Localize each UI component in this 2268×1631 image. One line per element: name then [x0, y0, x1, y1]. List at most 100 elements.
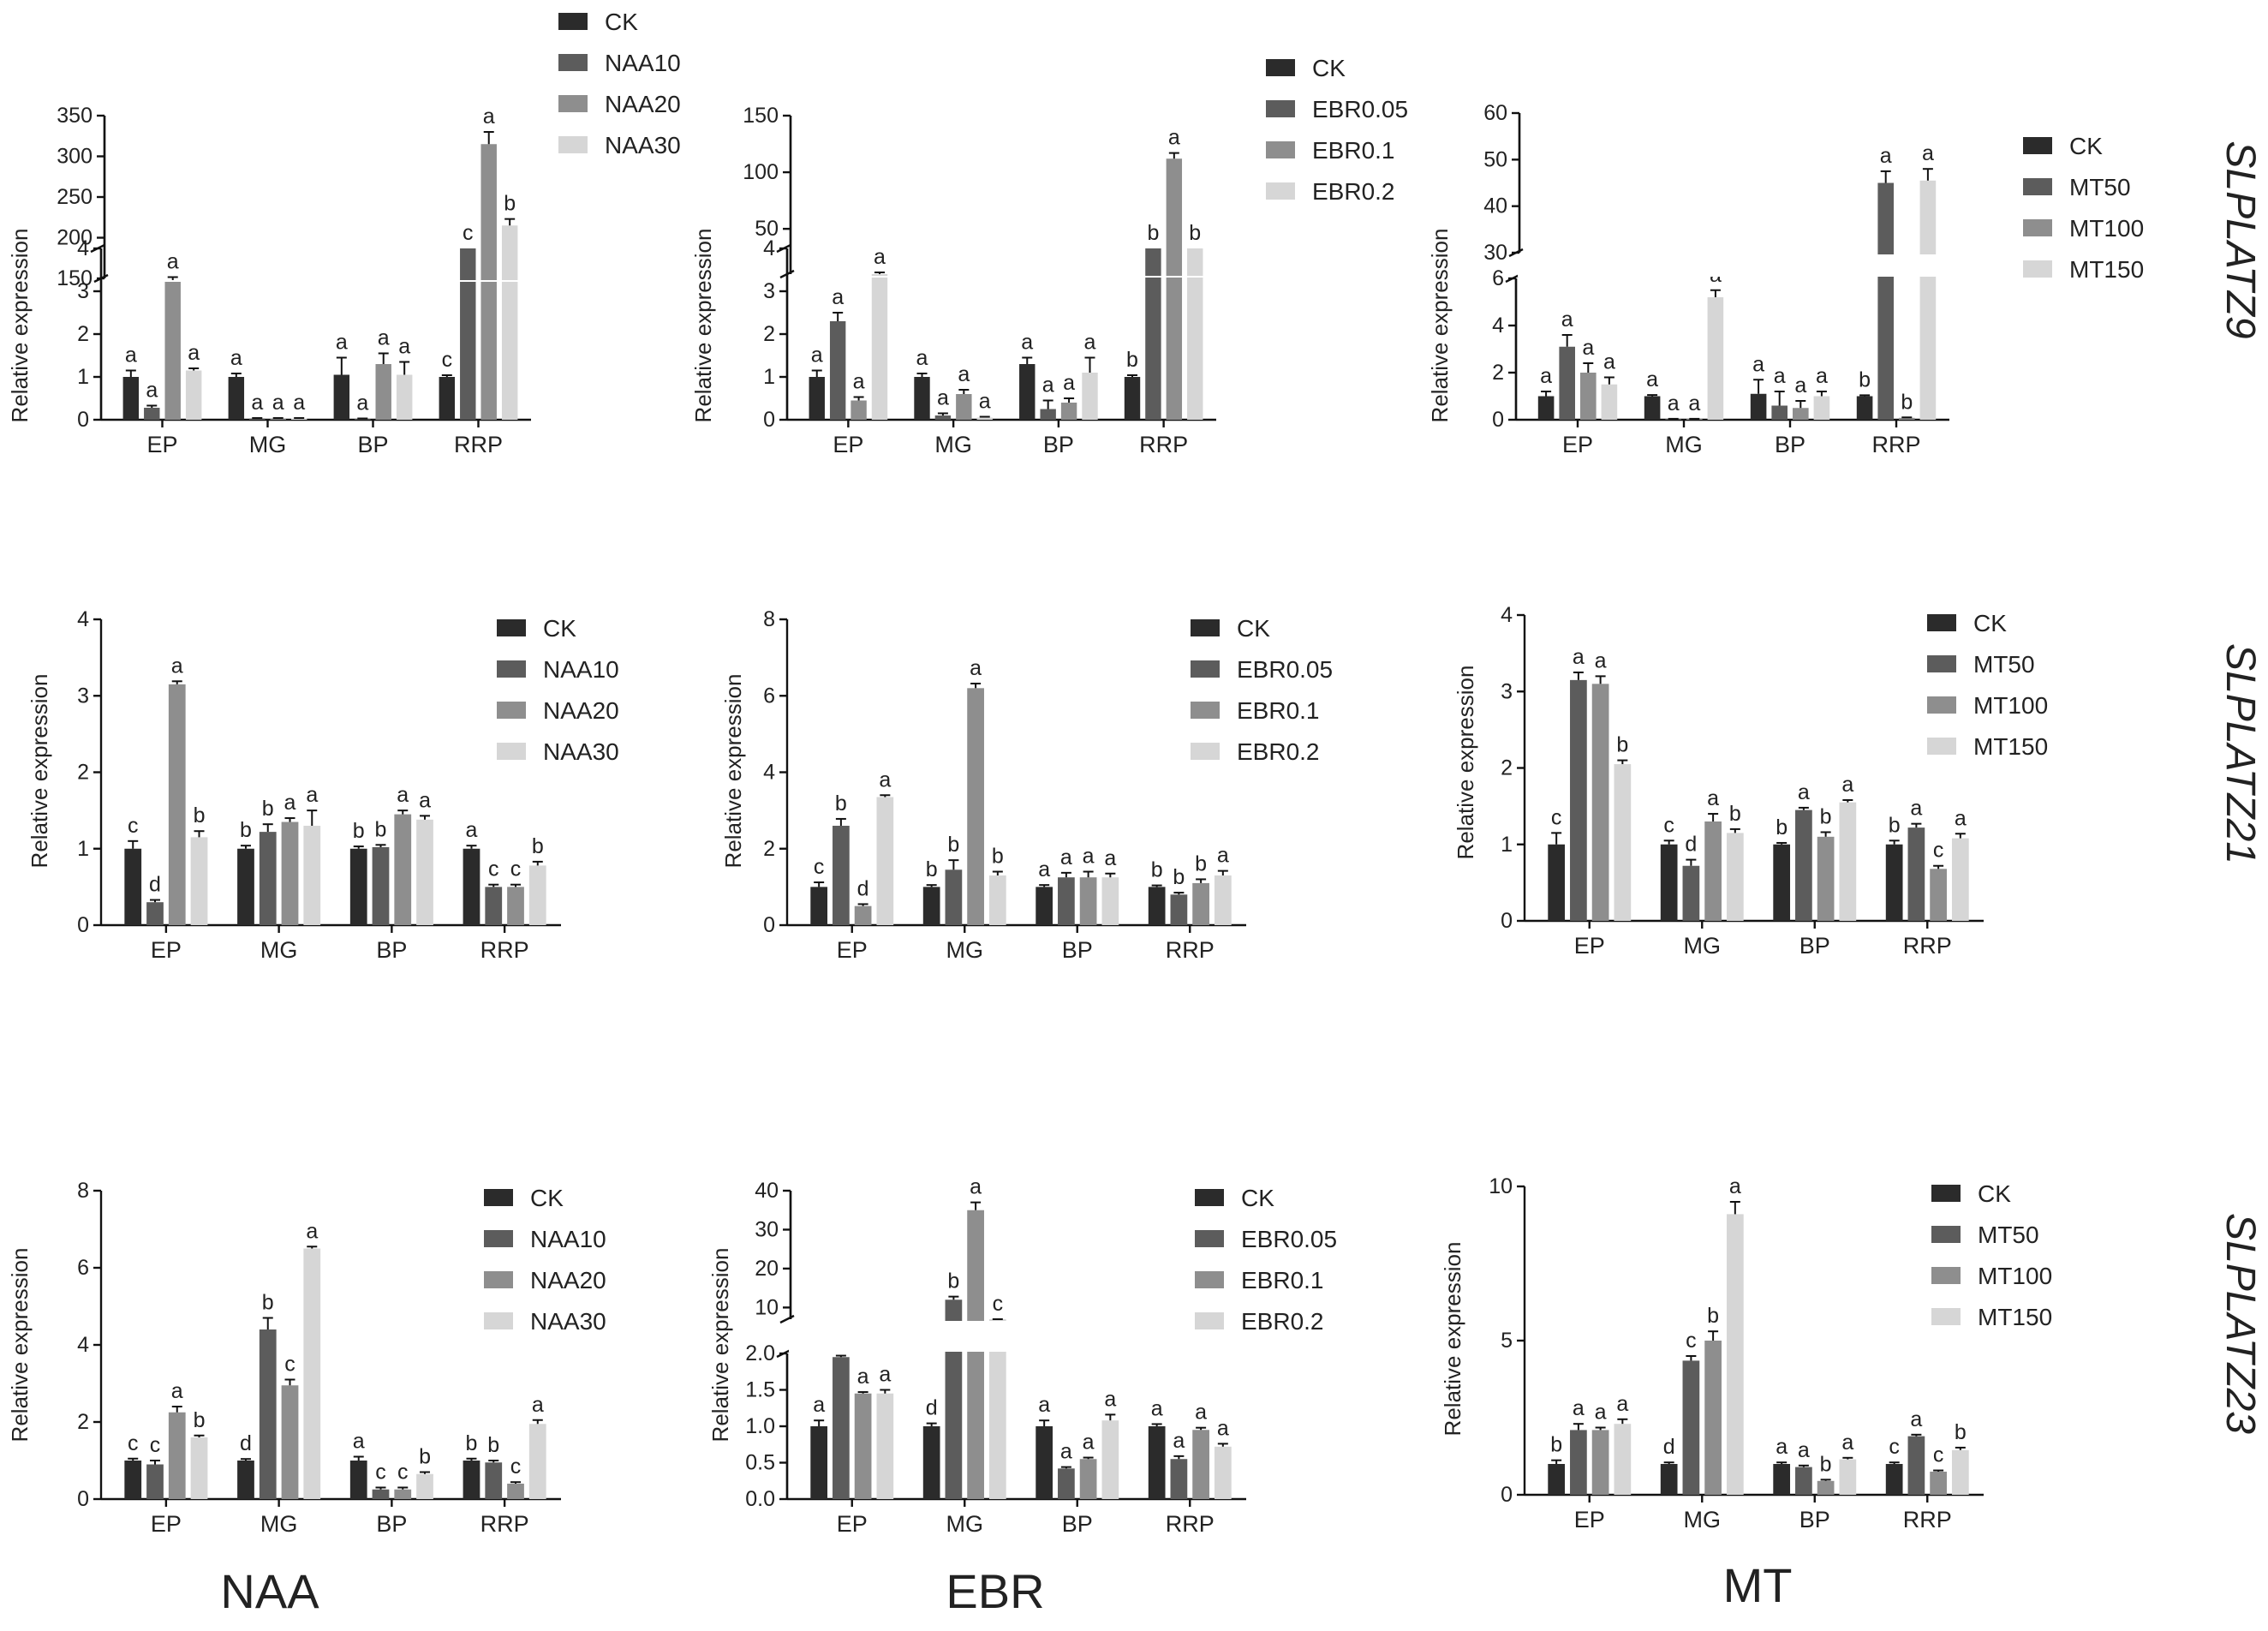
significance-letter: a — [1880, 144, 1892, 168]
y-tick-label: 3 — [77, 279, 89, 303]
significance-letter: a — [1042, 373, 1054, 397]
significance-letter: c — [1889, 1435, 1900, 1459]
bar-mt100-bp — [1817, 836, 1835, 921]
y-tick-label: 0 — [763, 913, 775, 937]
significance-letter: a — [171, 1379, 183, 1403]
bar-naa10-bp — [372, 846, 390, 925]
bar-ebr0.1-bp — [1079, 1459, 1097, 1499]
bar-ck-mg — [1660, 844, 1678, 921]
y-tick-label: 100 — [743, 160, 779, 184]
y-axis-label: Relative expression — [1440, 1242, 1465, 1437]
legend-label-ck: CK — [530, 1185, 564, 1211]
bar-naa30-rrp — [528, 1424, 546, 1499]
legend-label-mt100: MT100 — [1973, 692, 2048, 719]
legend-swatch-ck — [1266, 59, 1295, 76]
bar-ebr0.2-mg — [976, 417, 993, 420]
bar-ck-mg — [237, 848, 254, 925]
bar-mt50-mg — [1682, 865, 1700, 921]
y-tick-label: 3 — [1501, 679, 1513, 703]
significance-letter: a — [1217, 844, 1229, 868]
bar-mt100-ep — [1580, 373, 1597, 420]
x-tick-label: RRP — [454, 432, 503, 457]
bar-ebr0.2-bp — [1101, 1420, 1119, 1499]
significance-letter: b — [240, 818, 252, 842]
bar-ck-ep — [1548, 1464, 1566, 1495]
significance-letter: a — [353, 1430, 365, 1454]
bar-ebr0.05-bp — [1058, 1468, 1075, 1499]
significance-letter: b — [194, 1408, 206, 1432]
x-tick-label: EP — [837, 937, 868, 963]
y-tick-label: 0 — [1501, 1483, 1513, 1507]
legend-swatch-ebr0.05 — [1266, 100, 1295, 117]
x-tick-label: BP — [376, 1511, 407, 1537]
bar-naa20-ep — [168, 1412, 186, 1499]
bar-ck-mg — [922, 887, 940, 925]
significance-letter: a — [1021, 331, 1033, 355]
legend-swatch-ck — [1195, 1189, 1224, 1206]
legend-label-ck: CK — [543, 615, 576, 642]
significance-letter: b — [1707, 1304, 1719, 1328]
bar-ebr0.2-ep — [876, 1393, 894, 1499]
bar-naa10-ep — [144, 408, 160, 420]
significance-letter: a — [937, 386, 949, 410]
x-tick-label: MG — [249, 432, 287, 457]
significance-letter: a — [1729, 1174, 1741, 1198]
bar-naa20-rrp — [507, 1484, 524, 1499]
significance-letter: a — [1104, 1387, 1116, 1411]
legend-label-ck: CK — [2069, 133, 2103, 159]
bar-ebr0.2-bp — [1101, 877, 1119, 925]
legend-swatch-ck — [1191, 619, 1220, 636]
significance-letter: a — [171, 654, 183, 678]
legend-swatch-naa20 — [558, 95, 588, 112]
legend-swatch-mt100 — [1931, 1267, 1961, 1284]
bar-ck-rrp — [1856, 396, 1873, 420]
legend-label-ebr0.05: EBR0.05 — [1312, 96, 1408, 122]
y-tick-label: 1 — [763, 365, 775, 389]
x-tick-label: BP — [1799, 933, 1830, 959]
y-tick-label: 30 — [755, 1217, 779, 1241]
bar-ebr0.05-ep — [829, 321, 846, 420]
bar-naa10-rrp — [485, 887, 503, 925]
x-tick-label: BP — [1043, 432, 1074, 457]
y-tick-label: 350 — [57, 104, 93, 128]
bar-naa20-mg — [270, 418, 286, 420]
legend-label-ebr0.1: EBR0.1 — [1237, 697, 1320, 724]
bar-ebr0.1-bp — [1060, 403, 1077, 420]
bar-ebr0.05-mg — [934, 415, 952, 420]
legend-swatch-ck — [497, 619, 526, 636]
x-tick-label: BP — [1062, 1511, 1093, 1537]
x-tick-label: MG — [1665, 432, 1703, 457]
row-title-slplatz21: SLPLATZ21 — [2217, 643, 2263, 864]
legend-label-ebr0.2: EBR0.2 — [1237, 738, 1320, 765]
bar-naa30-rrp — [528, 865, 546, 925]
x-tick-label: RRP — [1166, 1511, 1215, 1537]
significance-letter: a — [1063, 371, 1075, 395]
significance-letter: a — [1816, 364, 1828, 388]
y-axis-label: Relative expression — [707, 1248, 733, 1443]
legend-swatch-naa30 — [484, 1312, 513, 1329]
bar-mt50-bp — [1771, 405, 1788, 420]
x-tick-label: BP — [1062, 937, 1093, 963]
significance-letter: c — [375, 1461, 386, 1485]
significance-letter: b — [353, 819, 365, 843]
bar-ck-bp — [1773, 1464, 1791, 1495]
significance-letter: a — [1540, 364, 1552, 388]
significance-letter: b — [466, 1431, 478, 1455]
significance-letter: b — [1151, 858, 1163, 882]
bar-ck-ep — [809, 377, 825, 420]
significance-letter: d — [240, 1431, 252, 1455]
x-tick-label: RRP — [1166, 937, 1215, 963]
y-tick-label: 0 — [77, 1487, 89, 1511]
significance-letter: c — [128, 814, 139, 838]
bar-naa20-mg — [281, 1385, 299, 1499]
legend-label-ck: CK — [1237, 615, 1270, 642]
bar-ck-rrp — [439, 377, 456, 420]
column-title-mt: MT — [1723, 1558, 1793, 1612]
y-tick-label: 1 — [77, 365, 89, 389]
significance-letter: a — [1084, 331, 1096, 355]
